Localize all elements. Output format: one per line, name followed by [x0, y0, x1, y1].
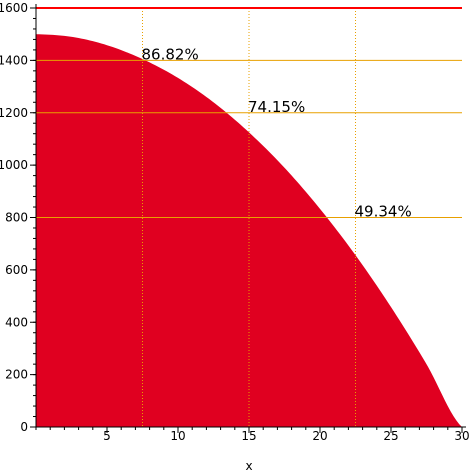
- annotations-layer: 86.82% 74.15% 49.34%: [142, 45, 412, 220]
- annotation-label-1: 74.15%: [248, 98, 305, 116]
- axes-layer: [35, 4, 466, 428]
- y-tick-label: 1000: [0, 158, 28, 172]
- ticks-layer: 0 200 400 600 800 1000 1200 1400 1600 5 10 15 20 25 30: [0, 1, 470, 443]
- x-tick-label: 25: [383, 429, 398, 443]
- x-tick-label: 30: [454, 429, 469, 443]
- annotation-label-2: 49.34%: [355, 203, 412, 221]
- y-tick-label: 600: [5, 263, 28, 277]
- y-tick-label: 800: [5, 211, 28, 225]
- x-tick-label: 5: [103, 429, 111, 443]
- guide-lines-layer: [36, 7, 462, 427]
- y-tick-label: 200: [5, 368, 28, 382]
- annotation-label-0: 86.82%: [142, 45, 199, 63]
- y-tick-label: 1400: [0, 53, 28, 67]
- x-tick-label: 20: [312, 429, 327, 443]
- x-tick-label: 15: [241, 429, 256, 443]
- x-tick-label: 10: [170, 429, 185, 443]
- y-tick-label: 1600: [0, 1, 28, 15]
- y-tick-label: 1200: [0, 106, 28, 120]
- y-tick-label: 0: [20, 420, 28, 434]
- x-axis-title: x: [245, 459, 252, 473]
- y-tick-label: 400: [5, 315, 28, 329]
